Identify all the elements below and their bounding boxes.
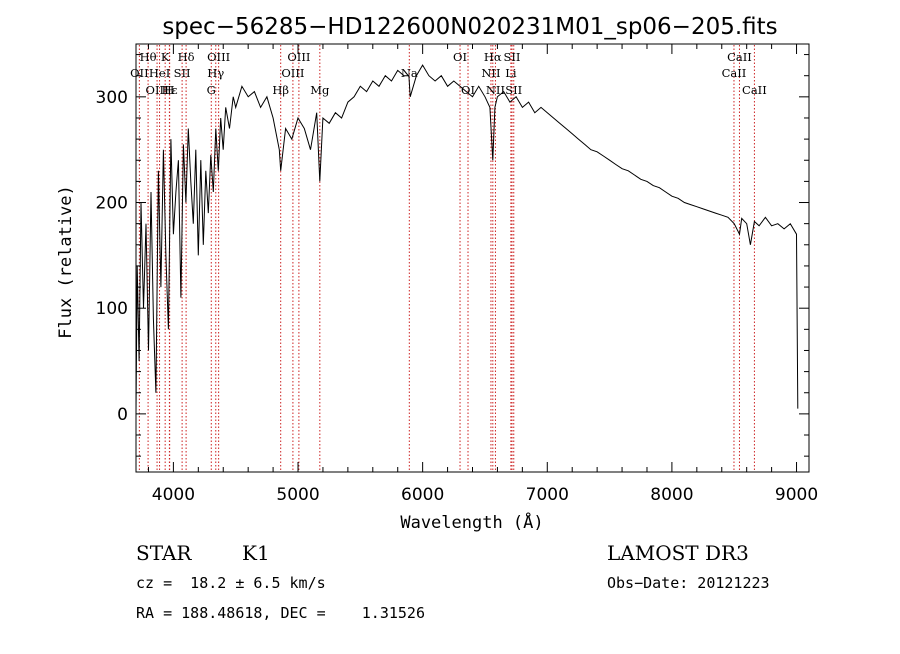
line-label-11: G [207, 83, 216, 97]
coords-info: RA = 188.48618, DEC = 1.31526 [136, 604, 425, 622]
line-label-5: Hε [162, 83, 178, 97]
x-tick-label-3: 7000 [526, 485, 569, 505]
spectral-line-labels: Hθ OII OIII K HeI HεH Hδ SII OIII Hγ G OIII OIII Hβ Mg… [130, 50, 767, 97]
line-label-22: SII [504, 50, 521, 64]
spectral-line-markers [138, 45, 755, 471]
y-axis-ticks: 0 100 200 300 [96, 54, 809, 457]
plot-frame [135, 43, 810, 473]
survey-name: LAMOST DR3 [607, 541, 749, 565]
y-tick-label-1: 100 [96, 299, 128, 319]
line-label-17: OI [453, 50, 467, 64]
line-label-24: SII [505, 83, 522, 97]
line-label-3: K [161, 50, 170, 64]
chart-title: spec−56285−HD122600N020231M01_sp06−205.f… [162, 14, 777, 40]
line-label-9: OIII [207, 50, 230, 64]
line-label-14: Hβ [272, 83, 289, 97]
line-label-7: Hδ [178, 50, 195, 64]
obs-date-info: Obs−Date: 20121223 [607, 574, 770, 592]
y-tick-label-2: 200 [96, 194, 128, 214]
line-label-18: OI [461, 83, 475, 97]
line-label-6: H [164, 83, 174, 97]
line-label-10: Hγ [207, 66, 224, 80]
line-label-4: HeI [149, 66, 170, 80]
line-label-23: Li [505, 66, 517, 80]
line-label-0: Hθ [140, 50, 157, 64]
redshift-info: cz = 18.2 ± 6.5 km/s [136, 574, 326, 592]
object-subclass: K1 [242, 541, 270, 565]
x-tick-label-0: 4000 [152, 485, 195, 505]
line-label-27: CaII [742, 83, 767, 97]
line-label-1: OII [130, 66, 149, 80]
line-label-20: NII [481, 66, 500, 80]
line-label-16: Na [401, 66, 418, 80]
x-tick-label-5: 9000 [775, 485, 818, 505]
line-label-21: NII [486, 83, 505, 97]
line-label-25: CaII [727, 50, 752, 64]
y-axis-label: Flux (relative) [56, 185, 76, 339]
y-tick-label-3: 300 [96, 88, 128, 108]
x-axis-ticks: 4000 5000 6000 7000 8000 9000 [147, 44, 818, 505]
line-label-26: CaII [722, 66, 747, 80]
x-tick-label-4: 8000 [650, 485, 693, 505]
x-tick-label-2: 6000 [401, 485, 444, 505]
line-label-13: OIII [281, 66, 304, 80]
line-label-2: OIII [146, 83, 169, 97]
line-label-12: OIII [287, 50, 310, 64]
y-tick-label-0: 0 [117, 405, 128, 425]
x-axis-label: Wavelength (Å) [400, 511, 543, 533]
line-label-15: Mg [310, 83, 330, 97]
object-class: STAR [136, 541, 192, 565]
line-label-8: SII [174, 66, 191, 80]
line-label-19: Hα [484, 50, 502, 64]
x-tick-label-1: 5000 [276, 485, 319, 505]
spectrum-series-line [135, 64, 799, 414]
